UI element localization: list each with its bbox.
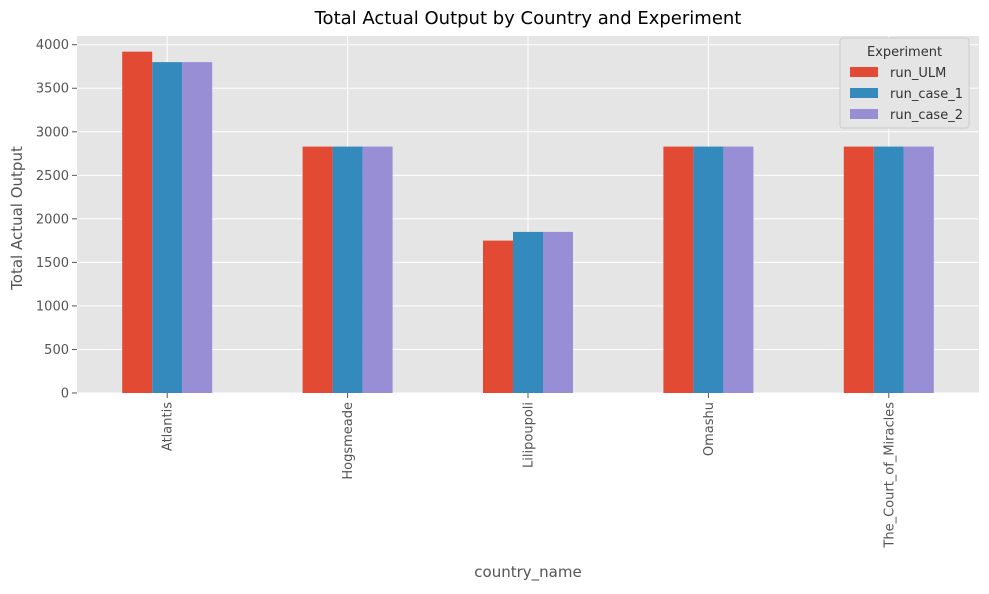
bars [122,51,934,394]
x-tick-label: The_Court_of_Miracles [882,402,897,549]
legend: Experiment run_ULM run_case_1 run_case_2 [839,37,970,129]
bar-run_case_2-Atlantis [182,62,213,394]
bar-run_case_2-Omashu [723,146,754,393]
legend-title: Experiment [867,45,942,60]
bar-run_ULM-Atlantis [122,51,153,394]
y-tick-label: 4000 [36,38,69,53]
chart-title: Total Actual Output by Country and Exper… [314,8,742,29]
y-tick-label: 0 [61,387,69,402]
bar-run_case_1-Atlantis [152,62,183,394]
bar-run_case_1-Lilipoupoli [513,231,543,393]
bar-run_case_1-Hogsmeade [332,146,363,393]
x-tick-label: Omashu [702,402,717,456]
bar-run_ULM-Lilipoupoli [483,240,513,393]
legend-label: run_case_2 [890,108,963,123]
x-axis-label: country_name [474,563,581,582]
bar-run_case_2-The_Court_of_Miracles [903,146,934,393]
bar-run_ULM-Hogsmeade [302,146,333,393]
y-axis-label: Total Actual Output [8,146,26,291]
bar-run_case_2-Lilipoupoli [543,231,573,393]
y-tick-label: 2500 [36,169,69,184]
legend-items: run_ULM run_case_1 run_case_2 [850,66,963,123]
bar-run_case_2-Hogsmeade [362,146,393,393]
y-tick-label: 500 [44,343,69,358]
bar-run_case_1-Omashu [693,146,724,393]
legend-label: run_ULM [890,66,946,81]
bar-run_case_1-The_Court_of_Miracles [873,146,904,393]
y-tick-label: 3500 [36,82,69,97]
x-tick-label: Lilipoupoli [522,402,537,468]
x-tick-label: Atlantis [161,402,176,451]
legend-swatch [850,109,878,119]
legend-item: run_case_1 [850,87,963,102]
y-tick-label: 1500 [36,256,69,271]
legend-swatch [850,88,878,98]
legend-label: run_case_1 [890,87,963,102]
legend-item: run_case_2 [850,108,963,123]
bar-run_ULM-The_Court_of_Miracles [843,146,874,393]
y-tick-label: 1000 [36,299,69,314]
x-axis: Atlantis Hogsmeade Lilipoupoli Omashu The_Co… [161,393,897,549]
legend-box [839,37,970,129]
y-tick-label: 3000 [36,125,69,140]
legend-swatch [850,67,878,77]
bar-run_ULM-Omashu [663,146,694,393]
legend-item: run_ULM [850,66,946,81]
y-tick-label: 2000 [36,212,69,227]
y-axis: 0 500 1000 1500 2000 2500 3000 3500 4000 [36,38,77,402]
x-tick-label: Hogsmeade [341,402,356,480]
